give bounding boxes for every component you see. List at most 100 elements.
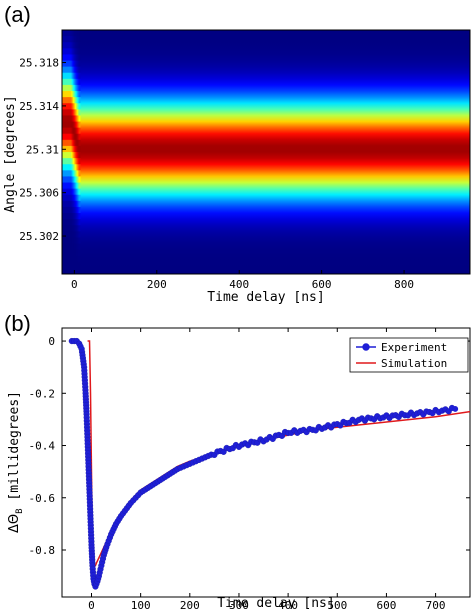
heatmap-cell: [70, 231, 72, 238]
heatmap-cell: [71, 152, 73, 159]
heatmap-cell: [73, 72, 75, 80]
heatmap-cell: [73, 60, 75, 68]
heatmap-cell: [64, 164, 67, 171]
heatmap-cell: [64, 54, 67, 62]
heatmap-cell: [66, 103, 69, 110]
heatmap-cell: [67, 78, 70, 86]
legend-box: [349, 337, 469, 373]
heatmap-cell: [67, 109, 70, 116]
heatmap-cell: [71, 243, 73, 251]
heatmap-cell: [65, 213, 68, 220]
heatmap-cell: [73, 200, 75, 208]
legend-simulation-label: Simulation: [381, 357, 447, 370]
heatmap-cell: [78, 103, 81, 110]
panel-a-frame: [61, 29, 471, 275]
heatmap-cell: [76, 139, 79, 147]
heatmap-cell: [64, 139, 67, 147]
heatmap-cell: [62, 115, 65, 123]
heatmap-cell: [70, 91, 72, 98]
heatmap-cell: [67, 213, 70, 220]
heatmap-cell: [66, 30, 69, 37]
heatmap-cell: [78, 78, 81, 86]
heatmap-cell: [65, 200, 68, 208]
heatmap-cell: [70, 243, 72, 251]
heatmap-cell: [77, 66, 80, 74]
heatmap-cell: [68, 91, 71, 98]
heatmap-cell: [62, 255, 64, 263]
legend-experiment-marker: [362, 343, 370, 351]
heatmap-cell: [69, 72, 71, 80]
heatmap-cell: [63, 243, 66, 251]
heatmap-cell: [73, 133, 75, 141]
heatmap-cell: [62, 139, 65, 147]
y-tick-label: 25.302: [19, 230, 59, 243]
heatmap-cell: [63, 97, 66, 104]
heatmap-cell: [74, 145, 76, 153]
heatmap-cell: [77, 194, 80, 202]
heatmap-cell: [72, 225, 74, 232]
heatmap-cell: [73, 145, 75, 153]
heatmap-cell: [72, 30, 74, 37]
heatmap-cell: [78, 109, 81, 116]
heatmap-cell: [71, 78, 73, 86]
heatmap-cell: [71, 54, 73, 62]
heatmap-cell: [70, 255, 72, 263]
heatmap-cell: [74, 231, 77, 238]
heatmap-cell: [74, 243, 76, 251]
heatmap-cell: [69, 60, 71, 68]
heatmap-cell: [68, 30, 71, 37]
heatmap-cell: [76, 261, 79, 269]
heatmap-cell: [66, 109, 69, 116]
heatmap-cell: [67, 200, 70, 208]
heatmap-cell: [75, 194, 78, 202]
heatmap-cell: [62, 267, 65, 274]
heatmap-cell: [70, 182, 72, 190]
heatmap-cell: [70, 158, 72, 165]
heatmap-cell: [72, 115, 74, 123]
heatmap-cell: [63, 36, 66, 43]
heatmap-cell: [67, 133, 70, 141]
heatmap-cell: [69, 225, 71, 232]
heatmap-cell: [76, 133, 79, 141]
heatmap-cell: [63, 194, 66, 202]
heatmap-cell: [75, 200, 78, 208]
heatmap-cell: [67, 103, 70, 110]
panel-a-y-ticks: 25.302 25.306 25.31 25.314 25.318: [19, 57, 66, 243]
heatmap-cell: [72, 36, 74, 43]
heatmap-cell: [75, 103, 78, 110]
heatmap-cell: [63, 60, 66, 68]
heatmap-cell: [72, 91, 74, 98]
heatmap-cell: [66, 219, 69, 226]
heatmap-cell: [70, 170, 72, 177]
heatmap-cell: [75, 249, 78, 257]
heatmap-cell: [78, 261, 81, 269]
heatmap-cell: [72, 249, 74, 257]
heatmap-cell: [74, 127, 77, 135]
heatmap-cell: [76, 200, 79, 208]
heatmap-cell: [72, 243, 74, 251]
heatmap-cell: [79, 206, 82, 214]
panel-a-x-ticks: 0 200 400 600 800: [71, 270, 414, 291]
heatmap-cell: [78, 66, 81, 74]
heatmap-cell: [76, 231, 79, 238]
heatmap-cell: [66, 267, 69, 274]
heatmap-cell: [68, 200, 71, 208]
heatmap-cell: [76, 170, 79, 177]
heatmap-cell: [74, 255, 77, 263]
heatmap-cell: [73, 170, 75, 177]
heatmap-cell: [71, 121, 73, 129]
heatmap-cell: [74, 243, 77, 251]
panel-b-y-label-sub: B: [15, 508, 25, 513]
heatmap-cell: [74, 54, 76, 62]
heatmap-cell: [77, 261, 80, 269]
heatmap-cell: [70, 30, 72, 37]
heatmap-cell: [72, 213, 74, 220]
heatmap-cell: [62, 109, 64, 116]
heatmap-cell: [64, 213, 67, 220]
heatmap-cell: [73, 121, 75, 129]
heatmap-cell: [66, 54, 69, 62]
heatmap-cell: [79, 72, 82, 80]
heatmap-cell: [79, 42, 82, 49]
heatmap-cell: [66, 158, 69, 165]
heatmap-cell: [62, 219, 65, 226]
